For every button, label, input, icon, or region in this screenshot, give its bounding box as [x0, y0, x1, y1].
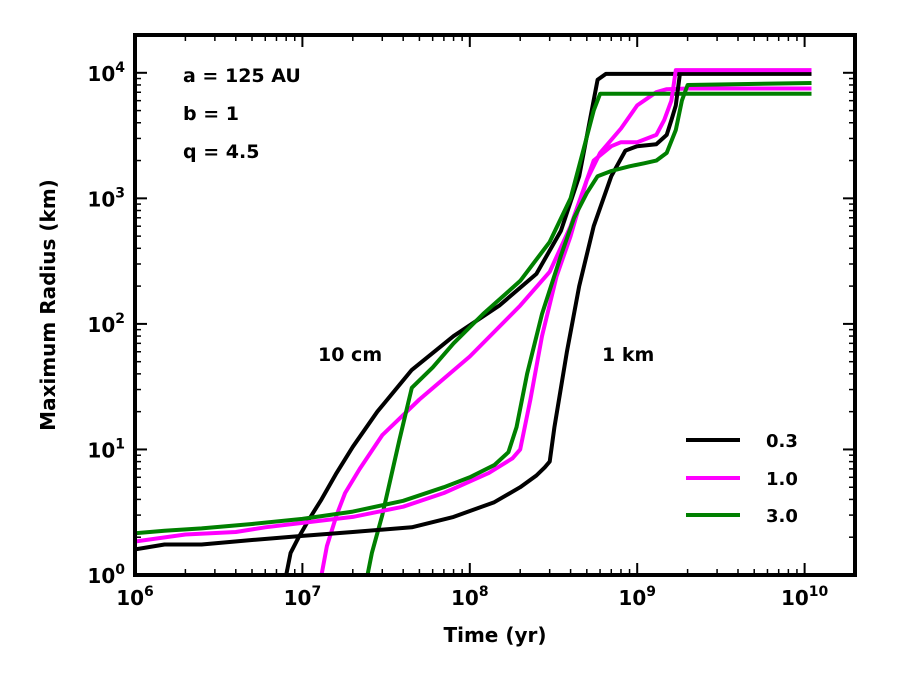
x-tick-label-10: 1010	[781, 584, 829, 610]
x-tick-label-7: 107	[284, 584, 322, 610]
legend-label-0.3: 0.3	[766, 431, 798, 452]
param-a: a = 125 AU	[183, 65, 301, 87]
param-q: q = 4.5	[183, 141, 259, 163]
param-b: b = 1	[183, 103, 239, 125]
y-tick-label-1: 101	[87, 436, 125, 462]
legend-label-3.0: 3.0	[766, 506, 798, 527]
x-tick-label-6: 106	[116, 584, 154, 610]
series-line-10cm-3.0	[365, 91, 812, 575]
x-tick-label-8: 108	[451, 584, 489, 610]
legend: 0.3 1.0 3.0	[686, 431, 798, 527]
series-layer	[135, 68, 812, 575]
x-tick-label-9: 109	[618, 584, 656, 610]
y-tick-label-4: 104	[87, 60, 125, 86]
series-line-1km-3.0	[135, 81, 812, 536]
plot-frame	[133, 33, 857, 577]
series-line-1km-0.3	[135, 70, 812, 552]
annotation-1km: 1 km	[602, 344, 654, 366]
y-axis-label: Maximum Radius (km)	[36, 179, 60, 431]
legend-label-1.0: 1.0	[766, 469, 798, 490]
x-axis-label: Time (yr)	[443, 623, 546, 647]
y-tick-label-3: 103	[87, 185, 125, 211]
y-tick-label-0: 100	[87, 562, 125, 588]
y-tick-label-2: 102	[87, 311, 125, 337]
series-line-10cm-0.3	[284, 71, 812, 575]
series-line-1km-1.0	[135, 68, 812, 544]
annotation-10cm: 10 cm	[318, 344, 382, 366]
